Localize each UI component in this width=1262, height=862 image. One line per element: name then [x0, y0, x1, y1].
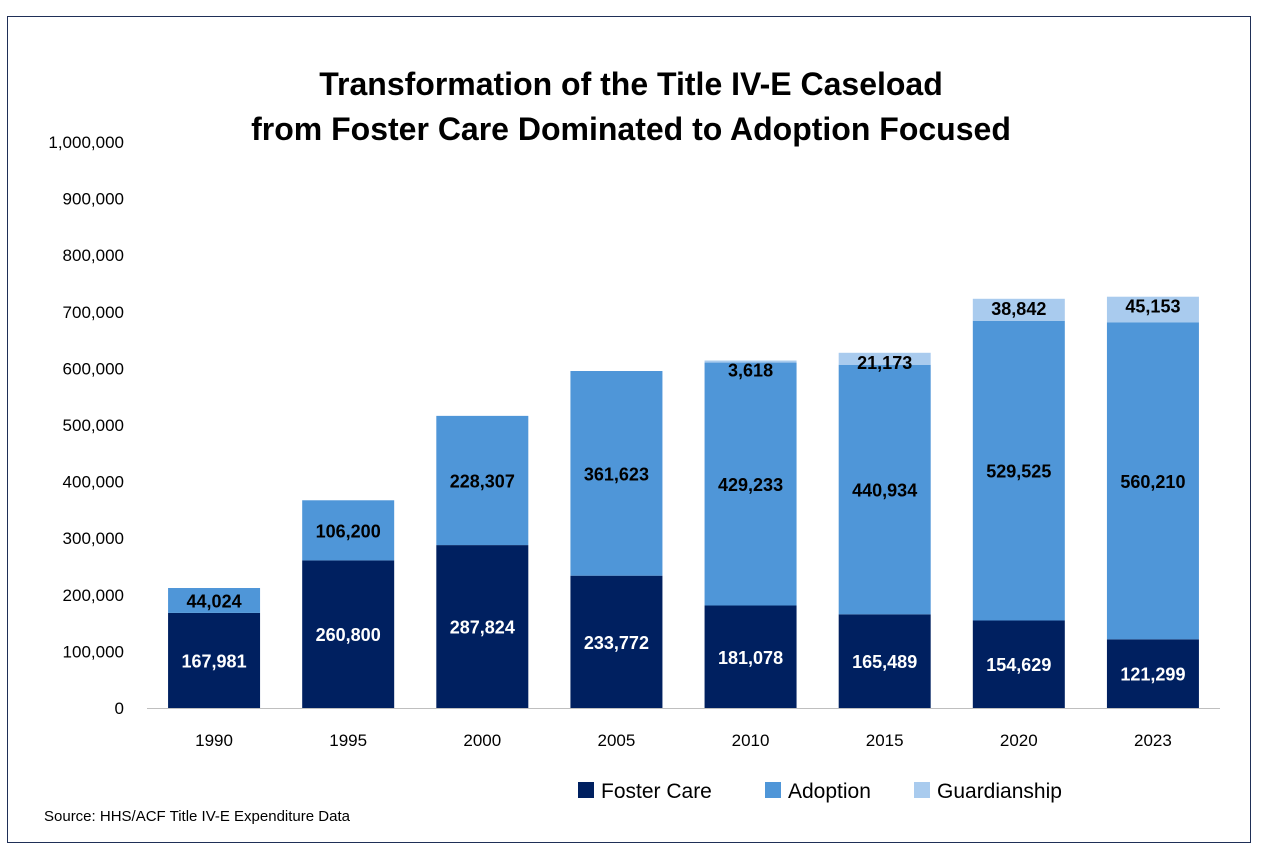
data-label: 228,307	[450, 471, 515, 491]
y-tick-label: 0	[115, 699, 124, 718]
bar-guardianship	[704, 360, 797, 363]
bar-foster-care	[436, 545, 529, 708]
x-tick-label: 2010	[732, 731, 770, 750]
bar-adoption	[570, 371, 663, 576]
data-label: 181,078	[718, 648, 783, 668]
data-label: 260,800	[316, 625, 381, 645]
bar-adoption	[838, 364, 931, 615]
x-tick-label: 2000	[463, 731, 501, 750]
data-label: 233,772	[584, 633, 649, 653]
y-tick-label: 200,000	[63, 586, 124, 605]
chart-title-line-2: from Foster Care Dominated to Adoption F…	[251, 111, 1011, 147]
legend-swatch-adoption	[765, 782, 781, 798]
legend-label: Guardianship	[937, 780, 1062, 803]
bar-foster-care	[1106, 639, 1199, 708]
y-tick-label: 800,000	[63, 246, 124, 265]
data-label: 121,299	[1120, 665, 1185, 685]
y-tick-label: 500,000	[63, 416, 124, 435]
data-label: 560,210	[1120, 472, 1185, 492]
y-tick-label: 300,000	[63, 529, 124, 548]
y-tick-label: 400,000	[63, 473, 124, 492]
bar-foster-care	[704, 605, 797, 708]
data-label: 154,629	[986, 655, 1051, 675]
data-label: 38,842	[991, 299, 1046, 319]
bar-adoption	[1106, 322, 1199, 640]
data-label: 3,618	[728, 361, 773, 381]
bar-guardianship	[838, 352, 931, 365]
chart-title-line-1: Transformation of the Title IV-E Caseloa…	[319, 66, 943, 102]
data-label: 106,200	[316, 521, 381, 541]
bar-adoption	[972, 320, 1065, 621]
x-tick-label: 1990	[195, 731, 233, 750]
source-note: Source: HHS/ACF Title IV-E Expenditure D…	[44, 808, 350, 825]
data-label: 529,525	[986, 462, 1051, 482]
legend-label: Adoption	[788, 780, 871, 803]
bar-foster-care	[570, 575, 663, 708]
bar-adoption	[704, 362, 797, 606]
chart-title: Transformation of the Title IV-E Caseloa…	[0, 62, 1262, 152]
x-tick-label: 1995	[329, 731, 367, 750]
y-tick-label: 100,000	[63, 642, 124, 661]
legend-label: Foster Care	[601, 780, 712, 803]
data-label: 44,024	[187, 591, 242, 611]
data-label: 361,623	[584, 464, 649, 484]
data-label: 287,824	[450, 618, 515, 638]
bar-adoption	[436, 415, 529, 546]
data-label: 167,981	[182, 651, 247, 671]
data-label: 440,934	[852, 481, 917, 501]
x-tick-label: 2015	[866, 731, 904, 750]
data-label: 429,233	[718, 475, 783, 495]
data-label: 165,489	[852, 652, 917, 672]
bar-foster-care	[168, 612, 261, 708]
legend-swatch-foster-care	[578, 782, 594, 798]
bar-foster-care	[838, 614, 931, 708]
legend-swatch-guardianship	[914, 782, 930, 798]
bar-adoption	[168, 588, 261, 613]
x-tick-label: 2020	[1000, 731, 1038, 750]
bar-adoption	[302, 500, 395, 561]
y-tick-label: 1,000,000	[48, 133, 124, 152]
bar-guardianship	[972, 298, 1065, 321]
bar-foster-care	[972, 620, 1065, 708]
data-label: 21,173	[857, 353, 912, 373]
y-tick-label: 600,000	[63, 359, 124, 378]
x-tick-label: 2023	[1134, 731, 1172, 750]
data-label: 45,153	[1125, 297, 1180, 317]
bar-foster-care	[302, 560, 395, 708]
y-tick-label: 900,000	[63, 190, 124, 209]
x-tick-label: 2005	[598, 731, 636, 750]
y-tick-label: 700,000	[63, 303, 124, 322]
bar-guardianship	[1106, 296, 1199, 323]
